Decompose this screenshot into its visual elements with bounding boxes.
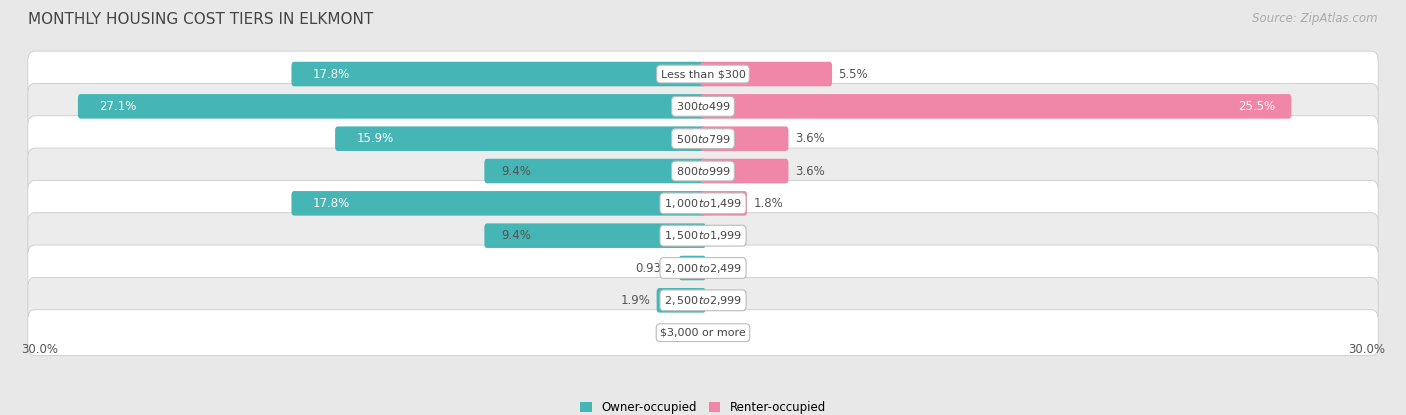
FancyBboxPatch shape <box>28 181 1378 226</box>
Text: 1.9%: 1.9% <box>620 294 650 307</box>
FancyBboxPatch shape <box>28 213 1378 259</box>
Text: 0.0%: 0.0% <box>713 294 742 307</box>
FancyBboxPatch shape <box>28 277 1378 323</box>
Text: 9.4%: 9.4% <box>501 164 531 178</box>
Text: $1,000 to $1,499: $1,000 to $1,499 <box>664 197 742 210</box>
Text: $3,000 or more: $3,000 or more <box>661 328 745 338</box>
Text: 17.8%: 17.8% <box>312 68 350 81</box>
Text: $300 to $499: $300 to $499 <box>675 100 731 112</box>
Text: 0.0%: 0.0% <box>713 229 742 242</box>
FancyBboxPatch shape <box>28 310 1378 356</box>
Text: 5.5%: 5.5% <box>838 68 868 81</box>
Text: Less than $300: Less than $300 <box>661 69 745 79</box>
Text: 0.93%: 0.93% <box>636 261 672 274</box>
FancyBboxPatch shape <box>657 288 706 312</box>
FancyBboxPatch shape <box>77 94 706 119</box>
Text: 1.8%: 1.8% <box>754 197 783 210</box>
Text: 0.0%: 0.0% <box>713 326 742 339</box>
FancyBboxPatch shape <box>28 83 1378 129</box>
Text: MONTHLY HOUSING COST TIERS IN ELKMONT: MONTHLY HOUSING COST TIERS IN ELKMONT <box>28 12 374 27</box>
Text: 30.0%: 30.0% <box>1348 343 1385 356</box>
FancyBboxPatch shape <box>28 116 1378 162</box>
Text: 9.4%: 9.4% <box>501 229 531 242</box>
Text: 15.9%: 15.9% <box>356 132 394 145</box>
Text: $500 to $799: $500 to $799 <box>675 133 731 145</box>
FancyBboxPatch shape <box>700 94 1291 119</box>
FancyBboxPatch shape <box>700 191 747 216</box>
FancyBboxPatch shape <box>291 62 706 86</box>
FancyBboxPatch shape <box>291 191 706 216</box>
Text: 3.6%: 3.6% <box>794 132 824 145</box>
FancyBboxPatch shape <box>28 148 1378 194</box>
Text: 0.0%: 0.0% <box>664 326 693 339</box>
FancyBboxPatch shape <box>485 223 706 248</box>
FancyBboxPatch shape <box>485 159 706 183</box>
Text: 0.0%: 0.0% <box>713 261 742 274</box>
Text: 25.5%: 25.5% <box>1237 100 1275 113</box>
Text: 30.0%: 30.0% <box>21 343 58 356</box>
FancyBboxPatch shape <box>28 51 1378 97</box>
FancyBboxPatch shape <box>28 245 1378 291</box>
Text: 17.8%: 17.8% <box>312 197 350 210</box>
Text: $2,500 to $2,999: $2,500 to $2,999 <box>664 294 742 307</box>
FancyBboxPatch shape <box>679 256 706 280</box>
Text: $2,000 to $2,499: $2,000 to $2,499 <box>664 261 742 274</box>
Legend: Owner-occupied, Renter-occupied: Owner-occupied, Renter-occupied <box>575 396 831 415</box>
Text: Source: ZipAtlas.com: Source: ZipAtlas.com <box>1253 12 1378 25</box>
Text: $800 to $999: $800 to $999 <box>675 165 731 177</box>
FancyBboxPatch shape <box>700 127 789 151</box>
FancyBboxPatch shape <box>700 159 789 183</box>
FancyBboxPatch shape <box>700 62 832 86</box>
Text: $1,500 to $1,999: $1,500 to $1,999 <box>664 229 742 242</box>
FancyBboxPatch shape <box>335 127 706 151</box>
Text: 27.1%: 27.1% <box>98 100 136 113</box>
Text: 3.6%: 3.6% <box>794 164 824 178</box>
